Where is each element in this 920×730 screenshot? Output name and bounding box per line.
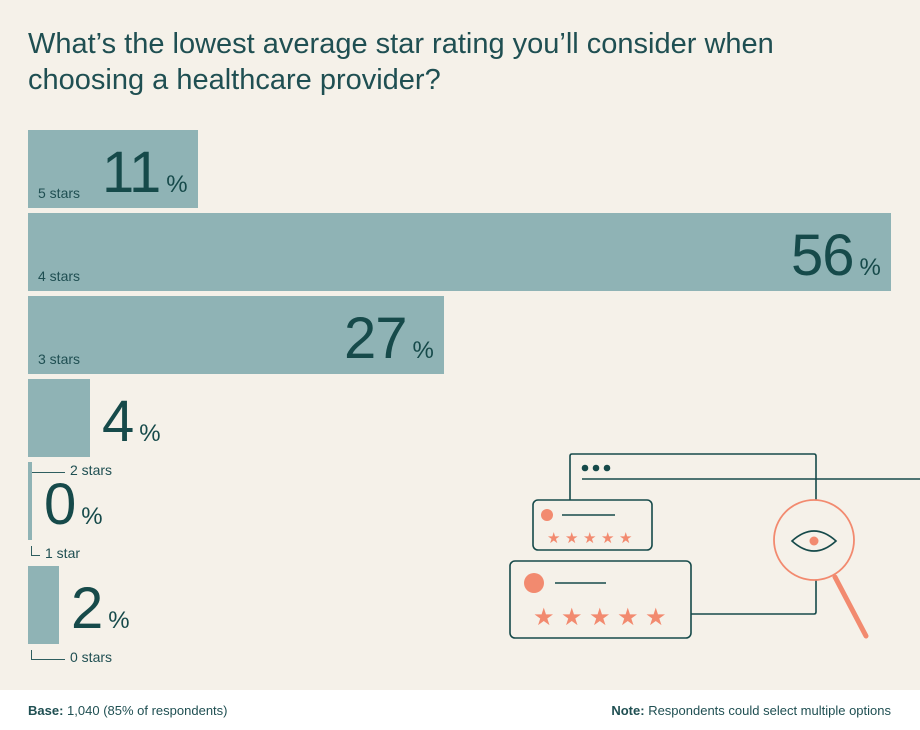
label-connector (31, 650, 65, 660)
svg-text:★: ★ (583, 529, 596, 547)
value-label: 11% (102, 140, 188, 205)
value-label: 4% (102, 389, 161, 454)
footnote: Note: Respondents could select multiple … (611, 703, 891, 718)
bar (28, 379, 90, 457)
base-note: Base: 1,040 (85% of respondents) (28, 703, 228, 718)
bar-chart: 5 stars 11% 4 stars 56% 3 stars 27% 2 stars 4% 1… (28, 130, 891, 665)
category-label: 5 stars (38, 185, 81, 201)
browser-window-icon (569, 453, 920, 615)
category-label: 1 star (45, 545, 81, 561)
category-label: 2 stars (70, 462, 113, 478)
bar (28, 462, 32, 540)
bar (28, 213, 891, 291)
category-label: 3 stars (38, 351, 81, 367)
bar (28, 296, 444, 374)
svg-text:★: ★ (565, 529, 578, 547)
bar (28, 566, 59, 644)
svg-text:★: ★ (645, 603, 667, 631)
eye-icon (790, 530, 838, 552)
reviews-illustration: ★ ★ ★ ★ ★ ★ ★ ★ ★ ★ (509, 453, 920, 639)
star-rating-small: ★ ★ ★ ★ ★ (547, 529, 632, 547)
review-card-icon (509, 560, 692, 639)
value-label: 56% (791, 223, 881, 288)
footer: Base: 1,040 (85% of respondents) Note: R… (0, 690, 920, 730)
bar (28, 130, 198, 208)
svg-text:★: ★ (619, 529, 632, 547)
value-label: 2% (71, 576, 130, 641)
category-label: 0 stars (70, 649, 113, 665)
svg-text:★: ★ (589, 603, 611, 631)
chart-title: What’s the lowest average star rating yo… (28, 28, 774, 96)
svg-text:★: ★ (547, 529, 560, 547)
svg-text:★: ★ (601, 529, 614, 547)
value-label: 0% (44, 472, 103, 537)
svg-text:★: ★ (533, 603, 555, 631)
review-card-icon (532, 499, 653, 551)
svg-text:★: ★ (561, 603, 583, 631)
value-label: 27% (344, 306, 434, 371)
magnifying-glass-icon (773, 499, 869, 639)
svg-text:★: ★ (617, 603, 639, 631)
star-rating-large: ★ ★ ★ ★ ★ (533, 603, 667, 631)
label-connector (31, 546, 40, 556)
category-label: 4 stars (38, 268, 81, 284)
